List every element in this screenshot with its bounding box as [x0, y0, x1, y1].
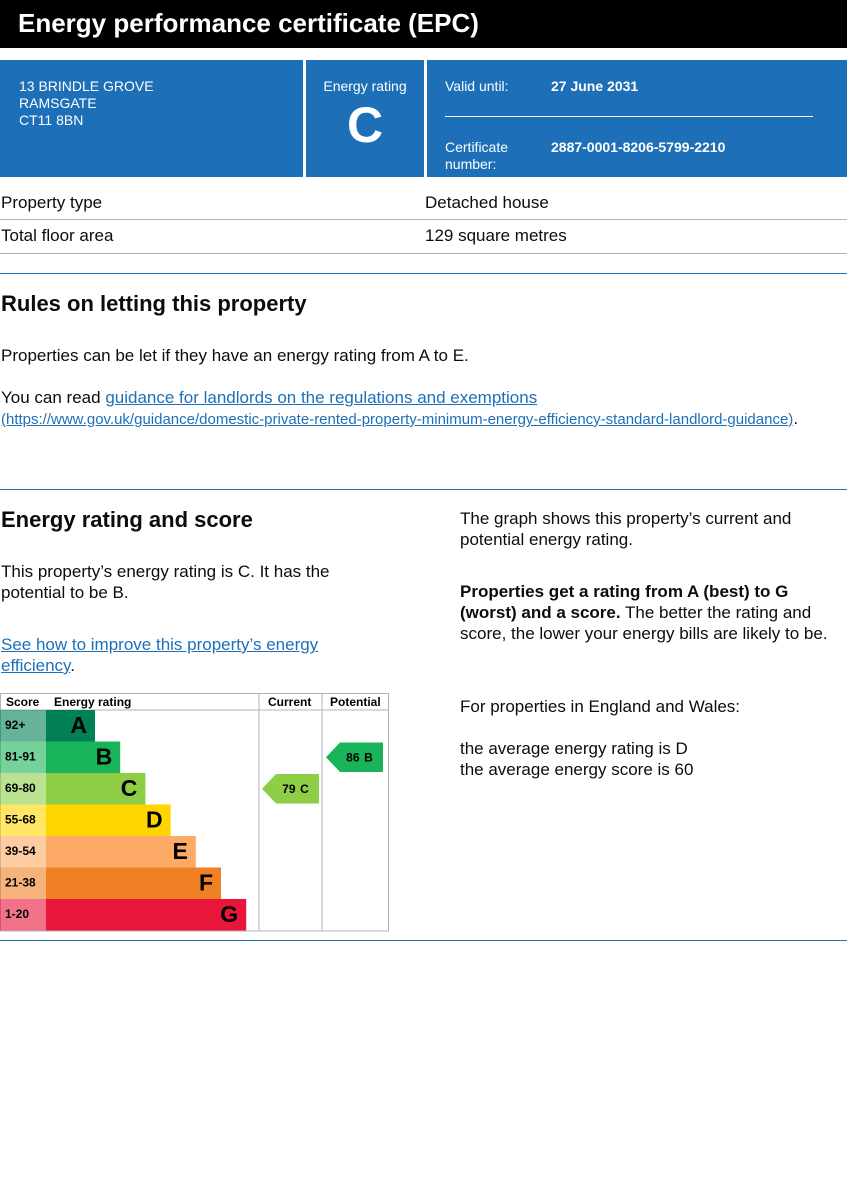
band-letter: F [199, 869, 213, 895]
paragraph: The graph shows this property’s current … [460, 509, 792, 549]
valid-label: Valid until: [445, 78, 509, 94]
band-score: 1-20 [5, 907, 29, 921]
score-cell [0, 899, 46, 931]
property-label: Property type [1, 193, 103, 212]
section-rule [0, 489, 847, 490]
column-header: Potential [330, 695, 381, 709]
link-url[interactable]: (https://www.gov.uk/guidance/domestic-pr… [1, 411, 794, 428]
paragraph: the average energy rating is D the averag… [460, 738, 693, 780]
section-heading: Rules on letting this property [1, 291, 307, 316]
paragraph: For properties in England and Wales: [460, 697, 741, 716]
section-rule [0, 940, 847, 941]
band-score: 81-91 [5, 749, 36, 763]
energy-graph: Score Energy rating Current Potential 92+ A 81… [0, 693, 389, 932]
text: . [70, 656, 76, 675]
divider [424, 60, 427, 177]
band-score: 39-54 [5, 844, 36, 858]
band-letter: B [96, 743, 113, 769]
header: Energy performance certificate (EPC) [0, 0, 847, 48]
text: The better the rating and score, the low… [460, 603, 828, 643]
band-letter: D [146, 806, 163, 832]
score-cell [0, 867, 46, 899]
paragraph: Properties get a rating from A (best) to… [460, 581, 847, 644]
band-bar [46, 899, 247, 931]
paragraph: Properties can be let if they have an en… [1, 346, 469, 365]
section-rule [0, 273, 847, 274]
rating-label: Energy rating [323, 78, 407, 94]
arrow-score: 79 [282, 782, 296, 796]
paragraph: This property’s energy rating is C. It h… [1, 562, 330, 602]
score-cell [0, 836, 46, 868]
certificate-number: 2887-0001-8206-5799-2210 [551, 139, 726, 155]
summary: 13 BRINDLE GROVE RAMSGATE CT11 8BN Energ… [0, 60, 847, 177]
band-bar [46, 804, 171, 836]
rating: C [346, 97, 384, 153]
paragraph: See how to improve this property’s energ… [1, 634, 381, 676]
band-letter: E [172, 838, 187, 864]
band-letter: G [220, 901, 238, 927]
band-score: 69-80 [5, 781, 36, 795]
band-bar [46, 836, 196, 868]
section-heading: Energy rating and score [1, 507, 253, 532]
text: . [793, 409, 799, 428]
bold-text: Properties get a rating from A (best) to… [460, 582, 789, 622]
score-cell [0, 741, 46, 773]
link[interactable]: guidance for landlords on the regulation… [105, 388, 538, 407]
text: the average energy rating is D [460, 739, 688, 758]
band-score: 21-38 [5, 875, 36, 889]
rating-arrow [262, 774, 319, 804]
band-bar [46, 773, 146, 805]
address-line: 13 BRINDLE GROVE [19, 78, 154, 94]
band-letter: A [70, 712, 87, 738]
paragraph: You can read guidance for landlords on t… [1, 387, 801, 430]
address-line: RAMSGATE [19, 95, 97, 111]
property-value: Detached house [425, 193, 549, 212]
property-value: 129 square metres [425, 226, 567, 245]
band-bar [46, 867, 221, 899]
band-bar [46, 741, 121, 773]
text: You can read [1, 388, 101, 407]
certificate-label: Certificate number: [445, 139, 509, 172]
divider [303, 60, 306, 177]
arrow-letter: B [364, 750, 373, 764]
score-cell [0, 710, 46, 742]
rating-arrow [326, 742, 383, 772]
score-cell [0, 773, 46, 805]
property-label: Total floor area [1, 226, 114, 245]
column-header: Energy rating [54, 695, 131, 709]
property-row: Total floor area 129 square metres [0, 220, 847, 254]
band-score: 55-68 [5, 812, 36, 826]
address-line: CT11 8BN [19, 112, 84, 128]
text: the average energy score is 60 [460, 760, 694, 779]
band-bar [46, 710, 95, 742]
score-cell [0, 804, 46, 836]
arrow-letter: C [300, 782, 309, 796]
column-header: Current [268, 695, 311, 709]
band-score: 92+ [5, 718, 25, 732]
property-row: Property type Detached house [0, 186, 847, 220]
address: 13 BRINDLE GROVE RAMSGATE CT11 8BN [19, 78, 154, 129]
arrow-score: 86 [346, 750, 360, 764]
band-letter: C [121, 775, 138, 801]
link[interactable]: See how to improve this property’s energ… [1, 635, 319, 675]
valid-date: 27 June 2031 [551, 78, 639, 94]
title: Energy performance certificate (EPC) [18, 8, 479, 38]
divider [445, 116, 813, 117]
column-header: Score [6, 695, 40, 709]
